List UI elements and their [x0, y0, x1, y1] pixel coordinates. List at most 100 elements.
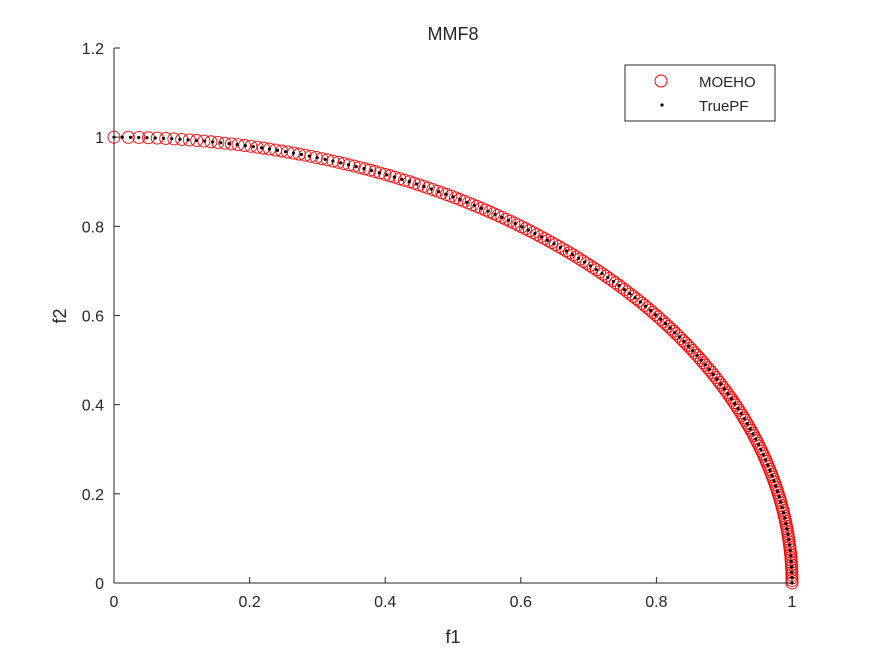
truepf-point: [582, 260, 587, 264]
moeho-point: [534, 230, 548, 243]
truepf-point: [267, 147, 272, 151]
x-tick-label: 0.4: [374, 594, 396, 611]
moeho-point: [599, 269, 613, 283]
truepf-point: [500, 215, 504, 219]
truepf-point: [784, 521, 788, 526]
truepf-point: [506, 218, 511, 223]
truepf-point: [178, 137, 182, 141]
moeho-point: [398, 173, 412, 187]
truepf-point: [622, 287, 627, 292]
truepf-point: [768, 468, 772, 472]
moeho-point: [337, 157, 351, 170]
moeho-point: [315, 152, 329, 166]
truepf-point: [377, 171, 381, 175]
moeho-point: [694, 353, 708, 367]
truepf-point: [787, 543, 792, 547]
truepf-point: [772, 479, 776, 483]
truepf-point: [369, 168, 374, 173]
truepf-point: [677, 335, 682, 339]
chart-title: MMF8: [428, 24, 479, 44]
moeho-point: [407, 176, 421, 190]
truepf-point: [588, 264, 593, 268]
x-ticks: 0 0.2 0.4 0.6 0.8 1: [110, 577, 797, 611]
truepf-point: [407, 180, 411, 184]
moeho-point: [593, 265, 607, 279]
moeho-point: [688, 346, 702, 360]
moeho-point: [250, 140, 264, 154]
moeho-point: [683, 341, 697, 355]
truepf-point: [429, 187, 433, 191]
moeho-point: [326, 154, 340, 168]
truepf-point: [444, 192, 448, 196]
moeho-point: [692, 351, 706, 365]
moeho-point: [676, 334, 690, 348]
truepf-point: [520, 225, 524, 229]
moeho-point: [526, 226, 540, 240]
x-axis-label: f1: [445, 627, 460, 647]
truepf-point: [331, 159, 335, 163]
truepf-point: [742, 417, 746, 421]
y-tick-label: 0.2: [82, 487, 104, 504]
y-axis-label: f2: [50, 308, 70, 323]
moeho-point: [589, 263, 603, 277]
y-tick-label: 0.8: [82, 219, 104, 236]
truepf-point: [526, 228, 530, 232]
truepf-point: [437, 189, 441, 194]
truepf-point: [400, 177, 404, 181]
moeho-point: [646, 305, 660, 319]
truepf-point: [658, 317, 663, 321]
truepf-point: [307, 154, 311, 158]
moeho-point: [674, 331, 688, 345]
truepf-point: [275, 148, 280, 152]
truepf-point: [663, 321, 668, 326]
moeho-point: [388, 170, 402, 184]
moeho-point: [576, 254, 590, 268]
legend-truepf-marker: [660, 103, 664, 107]
truepf-point: [736, 407, 740, 411]
x-tick-label: 0.8: [645, 594, 667, 611]
truepf-point: [465, 200, 469, 205]
moeho-point: [664, 322, 678, 336]
truepf-point: [779, 500, 783, 504]
truepf-point: [668, 326, 672, 330]
truepf-point: [638, 300, 642, 304]
truepf-point: [362, 166, 366, 171]
moeho-point: [537, 232, 551, 245]
truepf-point: [739, 412, 743, 416]
truepf-point: [673, 330, 677, 335]
truepf-point: [788, 548, 792, 553]
truepf-point: [761, 452, 765, 457]
truepf-point: [170, 137, 174, 141]
truepf-point: [786, 532, 790, 536]
moeho-point: [353, 160, 366, 174]
moeho-point: [224, 137, 238, 151]
moeho-point: [667, 324, 681, 338]
truepf-point: [777, 495, 781, 499]
truepf-point: [533, 231, 537, 236]
truepf-point: [787, 538, 791, 542]
truepf-point: [751, 432, 755, 436]
moeho-point: [378, 167, 392, 181]
moeho-point: [368, 165, 382, 178]
truepf-point: [748, 427, 752, 431]
truepf-point: [315, 156, 319, 160]
truepf-point: [770, 473, 774, 478]
truepf-point: [766, 463, 770, 467]
truepf-point: [161, 136, 166, 140]
truepf-point: [120, 135, 124, 139]
moeho-point: [559, 244, 573, 258]
truepf-point: [354, 164, 358, 169]
truepf-point: [703, 363, 707, 367]
truepf-point: [789, 554, 793, 558]
moeho-point: [412, 178, 426, 192]
truepf-point: [789, 559, 793, 563]
truepf-point: [346, 163, 351, 167]
truepf-point: [458, 198, 462, 202]
truepf-point: [128, 135, 133, 139]
truepf-point: [695, 353, 699, 357]
truepf-point: [729, 397, 733, 401]
moeho-point: [573, 252, 587, 266]
legend-moeho-marker: [654, 74, 668, 88]
truepf-point: [643, 304, 648, 308]
